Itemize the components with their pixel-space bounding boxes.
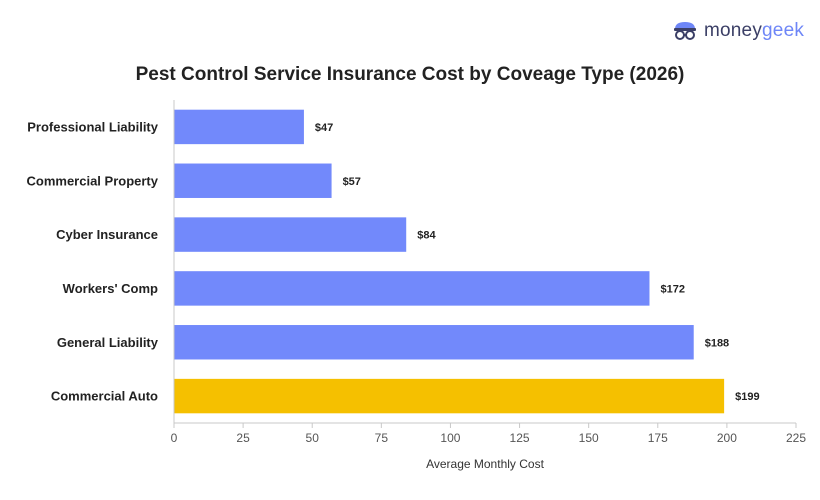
x-tick-label: 50 bbox=[306, 431, 320, 445]
data-label: $172 bbox=[660, 283, 684, 295]
data-label: $57 bbox=[343, 176, 361, 188]
x-tick-label: 225 bbox=[786, 431, 806, 445]
y-tick-label: Commercial Property bbox=[27, 173, 159, 188]
bar bbox=[174, 378, 725, 414]
x-axis-title: Average Monthly Cost bbox=[426, 457, 544, 471]
x-tick-label: 175 bbox=[648, 431, 668, 445]
bar bbox=[174, 217, 407, 252]
bar bbox=[174, 163, 332, 198]
bar bbox=[174, 109, 304, 145]
moneygeek-logo: moneygeek bbox=[672, 20, 804, 42]
x-tick-label: 25 bbox=[236, 431, 250, 445]
x-tick-label: 125 bbox=[510, 431, 530, 445]
y-tick-label: Cyber Insurance bbox=[56, 227, 158, 242]
bar bbox=[174, 271, 650, 306]
y-tick-label: Commercial Auto bbox=[51, 389, 158, 404]
data-label: $47 bbox=[315, 122, 333, 134]
geek-face-icon bbox=[674, 22, 696, 40]
logo-wordmark: moneygeek bbox=[704, 20, 804, 42]
data-label: $188 bbox=[705, 337, 729, 349]
y-tick-label: General Liability bbox=[57, 335, 159, 350]
data-label: $84 bbox=[417, 230, 436, 242]
bar bbox=[174, 325, 694, 360]
y-tick-label: Workers' Comp bbox=[63, 281, 158, 296]
x-tick-label: 0 bbox=[171, 431, 178, 445]
x-tick-label: 200 bbox=[717, 431, 737, 445]
x-tick-label: 75 bbox=[375, 431, 389, 445]
y-tick-label: Professional Liability bbox=[27, 119, 159, 134]
x-tick-label: 150 bbox=[579, 431, 599, 445]
logo-money: money bbox=[704, 20, 763, 41]
data-label: $199 bbox=[735, 391, 759, 403]
x-tick-label: 100 bbox=[440, 431, 460, 445]
chart-title: Pest Control Service Insurance Cost by C… bbox=[135, 64, 685, 85]
logo-geek: geek bbox=[762, 20, 805, 41]
